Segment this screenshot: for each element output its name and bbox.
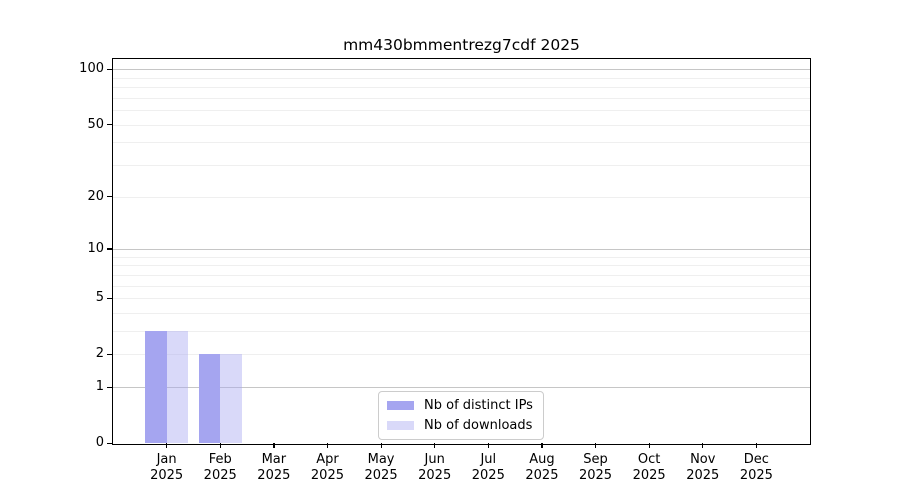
gridline-minor-50 — [113, 124, 810, 126]
y-tick-1 — [106, 386, 113, 388]
x-tick-dec — [755, 443, 758, 449]
x-tick-label-jan: Jan 2025 — [150, 452, 184, 484]
x-tick-label-oct: Oct 2025 — [632, 452, 666, 484]
x-tick-label-nov: Nov 2025 — [686, 452, 720, 484]
x-tick-label-aug: Aug 2025 — [525, 452, 559, 484]
gridline-minor-60 — [113, 110, 810, 112]
y-tick-label-10: 10 — [87, 240, 104, 256]
gridline-minor-4 — [113, 312, 810, 314]
chart-title: mm430bmmentrezg7cdf 2025 — [343, 36, 580, 54]
x-tick-label-dec: Dec 2025 — [739, 452, 773, 484]
y-tick-label-1: 1 — [95, 379, 104, 395]
gridline-minor-20 — [113, 196, 810, 198]
y-tick-50 — [106, 124, 113, 126]
bar-jan-series1 — [166, 330, 189, 444]
gridline-minor-8 — [113, 265, 810, 267]
legend-label-distinct-ips: Nb of distinct IPs — [424, 398, 533, 413]
gridline-minor-70 — [113, 97, 810, 99]
y-tick-100 — [106, 68, 113, 70]
x-tick-oct — [648, 443, 650, 449]
x-tick-aug — [541, 443, 543, 449]
plot-area — [113, 60, 810, 444]
y-tick-2 — [106, 353, 113, 355]
legend-label-downloads: Nb of downloads — [424, 418, 533, 433]
bar-feb-series0 — [198, 354, 221, 444]
gridline-minor-30 — [113, 165, 810, 167]
x-tick-may — [380, 443, 382, 449]
x-tick-label-mar: Mar 2025 — [257, 452, 291, 484]
x-tick-jun — [434, 443, 436, 449]
x-tick-apr — [326, 443, 329, 449]
gridline-minor-3 — [113, 330, 810, 332]
x-tick-label-jul: Jul 2025 — [471, 452, 505, 484]
gridline-minor-90 — [113, 77, 810, 79]
gridline-minor-7 — [113, 274, 810, 276]
gridline-minor-6 — [113, 285, 810, 287]
gridline-minor-80 — [113, 87, 810, 89]
y-tick-label-0: 0 — [95, 435, 104, 451]
legend-patch-distinct-ips — [387, 401, 414, 410]
y-tick-5 — [106, 297, 113, 299]
y-tick-label-5: 5 — [95, 290, 104, 306]
gridline-major-10 — [113, 248, 810, 250]
x-tick-label-may: May 2025 — [364, 452, 398, 484]
x-tick-sep — [595, 443, 597, 449]
x-tick-jan — [166, 443, 168, 449]
bar-feb-series1 — [220, 354, 242, 444]
y-tick-label-100: 100 — [79, 61, 104, 77]
gridline-minor-5 — [113, 298, 810, 300]
bar-jan-series0 — [145, 330, 167, 444]
y-tick-label-20: 20 — [87, 188, 104, 204]
legend-item-downloads: Nb of downloads — [387, 417, 533, 434]
gridline-major-1 — [113, 387, 810, 389]
y-tick-20 — [106, 196, 113, 198]
y-tick-0 — [106, 442, 113, 444]
gridline-minor-9 — [113, 256, 810, 258]
legend-patch-downloads — [387, 421, 414, 430]
legend-item-distinct-ips: Nb of distinct IPs — [387, 397, 533, 414]
y-tick-10 — [106, 248, 113, 250]
gridline-minor-40 — [113, 142, 810, 144]
x-tick-label-feb: Feb 2025 — [203, 452, 237, 484]
legend: Nb of distinct IPs Nb of downloads — [378, 391, 544, 440]
gridline-minor-2 — [113, 354, 810, 356]
x-tick-nov — [702, 443, 704, 449]
x-tick-feb — [219, 443, 221, 449]
gridline-major-100 — [113, 69, 810, 71]
y-tick-label-2: 2 — [95, 346, 104, 362]
x-tick-label-jun: Jun 2025 — [418, 452, 452, 484]
x-tick-jul — [487, 443, 489, 449]
x-tick-label-sep: Sep 2025 — [578, 452, 613, 484]
x-tick-label-apr: Apr 2025 — [310, 452, 344, 484]
x-tick-mar — [273, 443, 275, 449]
y-tick-label-50: 50 — [87, 116, 104, 132]
